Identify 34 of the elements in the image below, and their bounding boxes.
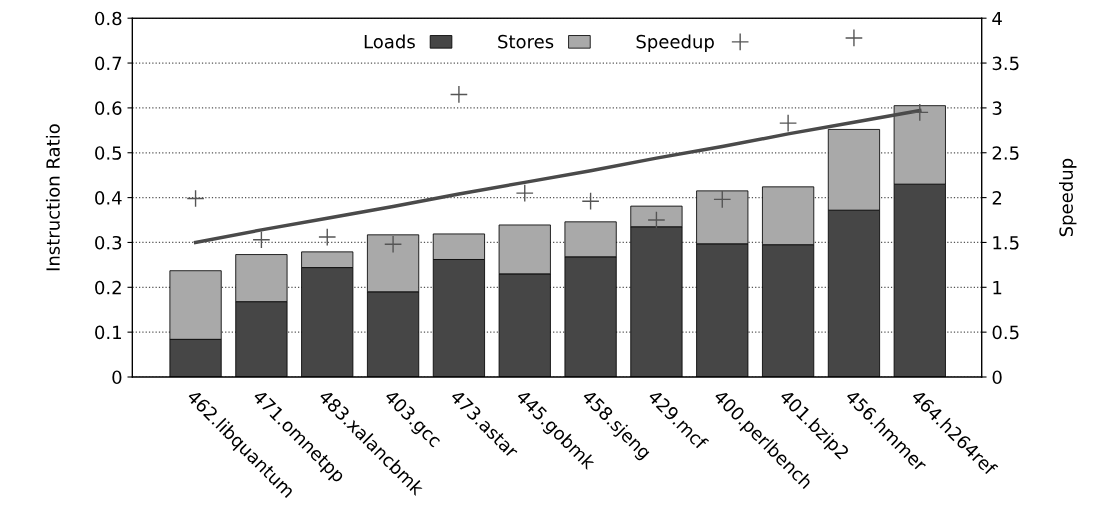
point [779, 114, 798, 133]
y2-axis-title: Speedup [1059, 158, 1077, 237]
point [713, 190, 732, 209]
y2-tick-label: 4 [992, 11, 1002, 26]
y2-tick-label: 1 [993, 281, 1002, 295]
point [910, 103, 929, 122]
y-tick-label: 0.3 [95, 235, 122, 250]
y2-tick-label: 3 [992, 101, 1002, 116]
y-tick-label: 0.1 [95, 325, 121, 340]
point [186, 189, 205, 208]
point [581, 192, 600, 211]
point [844, 28, 863, 47]
y2-tick-label: 2 [992, 191, 1002, 205]
y-tick-label: 0.5 [95, 146, 122, 160]
y-axis-title: Instruction Ratio [45, 124, 60, 271]
y-tick-label: 0.8 [95, 11, 122, 26]
y2-tick-label: 3.5 [992, 56, 1019, 71]
y2-tick-label: 1.5 [993, 236, 1019, 250]
legend-label: Speedup [636, 34, 714, 52]
point [515, 184, 534, 203]
point [252, 230, 271, 249]
y-tick-label: 0 [112, 370, 122, 385]
legend-label: Loads [364, 34, 415, 49]
legend-label: Stores [498, 34, 554, 49]
y-tick-label: 0.2 [95, 280, 121, 295]
y-tick-label: 0.4 [95, 191, 122, 205]
y-tick-label: 0.7 [95, 56, 122, 71]
point [384, 235, 403, 254]
point [449, 85, 468, 104]
point [318, 228, 337, 247]
y2-tick-label: 0.5 [992, 325, 1019, 340]
y-tick-label: 0.6 [95, 101, 122, 116]
y2-tick-label: 0 [992, 370, 1002, 385]
y2-tick-label: 2.5 [992, 146, 1019, 160]
